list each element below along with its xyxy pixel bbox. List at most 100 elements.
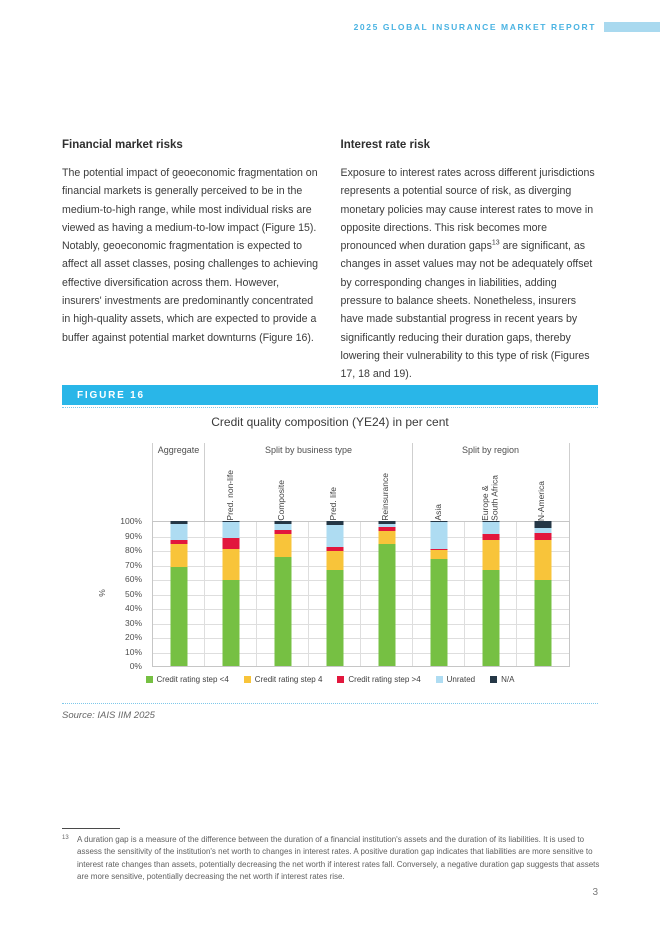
dotted-divider (62, 703, 598, 704)
chart-group-label: Split by business type (204, 443, 412, 457)
chart-column (465, 521, 517, 666)
legend-swatch (435, 676, 443, 683)
chart-category-label: Pred. life (328, 487, 339, 521)
stacked-bar (430, 521, 447, 666)
bar-segment (222, 521, 239, 523)
stacked-bar (274, 521, 291, 666)
bar-segment (482, 534, 499, 540)
y-axis-tick-label: 60% (124, 574, 142, 584)
bar-segment (378, 531, 395, 545)
legend-swatch (337, 676, 345, 683)
chart-category-cell: Reinsurance (360, 457, 412, 521)
y-axis-tick-label: 20% (124, 632, 142, 642)
footnote-number: 13 (62, 835, 69, 841)
column-interest-rate-risk: Interest rate risk Exposure to interest … (341, 139, 599, 384)
chart-category-cell: Pred. life (308, 457, 360, 521)
chart-category-cell: N-America (516, 457, 568, 521)
chart-group-header-row: Aggregate Split by business type Split by … (152, 443, 570, 457)
chart-category-label-row: Pred. non-life Composite Pred. life Reinsur… (152, 457, 570, 521)
chart-category-cell: Asia (412, 457, 464, 521)
bar-segment (430, 550, 447, 559)
gridline (153, 652, 569, 654)
chart-category-cell: Pred. non-life (204, 457, 256, 521)
bar-segment (534, 521, 552, 529)
bar-segment (274, 521, 291, 524)
gridline (153, 580, 569, 581)
chart-group-label: Aggregate (152, 443, 204, 457)
chart-category-label: Reinsurance (380, 473, 391, 521)
chart-column (257, 521, 309, 666)
footnote-text: A duration gap is a measure of the diffe… (77, 835, 600, 882)
report-title: 2025 GLOBAL INSURANCE MARKET REPORT (353, 22, 596, 32)
bar-segment (430, 522, 447, 549)
stacked-bar (326, 521, 343, 666)
bar-segment (222, 548, 239, 581)
column-financial-market-risks: Financial market risks The potential imp… (62, 139, 320, 384)
bar-segment (170, 521, 187, 524)
gridline (153, 638, 569, 639)
intro-columns: Financial market risks The potential imp… (62, 139, 598, 384)
y-axis-tick-label: 100% (120, 516, 142, 526)
legend-item: Unrated (435, 675, 475, 684)
bar-segment (326, 551, 343, 571)
chart-column (153, 521, 205, 666)
figure-16: FIGURE 16 Credit quality composition (YE… (62, 385, 598, 730)
y-axis-tick-label: 80% (124, 545, 142, 555)
footnote-block: 13 A duration gap is a measure of the di… (62, 828, 600, 884)
footnote: 13 A duration gap is a measure of the di… (62, 834, 600, 884)
legend-label: N/A (501, 675, 515, 684)
bar-segment (378, 523, 395, 527)
chart-plot-area (152, 521, 570, 667)
stacked-bar (482, 521, 499, 666)
chart-y-axis: 100% 90% 80% 70% 60% 50% 40% 30% 20% 10% 0% (62, 516, 146, 671)
y-axis-tick-label: 10% (124, 646, 142, 657)
gridline (153, 594, 569, 596)
bar-segment (222, 538, 239, 549)
chart-category-label: Asia (432, 504, 443, 521)
chart-column (413, 521, 465, 666)
bar-segment (482, 570, 499, 666)
y-axis-tick-label: 90% (124, 530, 142, 541)
gridline (153, 609, 569, 610)
source-note: Source: IAIS IIM 2025 (62, 710, 155, 721)
bar-segment (430, 548, 447, 551)
legend-item: Credit rating step >4 (337, 675, 421, 684)
dotted-divider (62, 407, 598, 408)
chart-column (309, 521, 361, 666)
figure-banner: FIGURE 16 (62, 385, 598, 405)
bar-segment (326, 525, 343, 548)
y-axis-unit-label: % (96, 589, 107, 597)
bar-segment (326, 521, 343, 526)
page-number: 3 (592, 887, 598, 898)
bar-segment (534, 532, 552, 540)
legend-swatch (145, 676, 153, 683)
y-axis-tick-label: 30% (124, 617, 142, 628)
bar-segment (274, 557, 291, 666)
section-body-financial-market-risks: The potential impact of geoeconomic frag… (62, 167, 318, 344)
gridline (153, 565, 569, 567)
chart-column (361, 521, 413, 666)
footnote-rule (62, 828, 120, 829)
y-axis-tick-label: 40% (124, 603, 142, 613)
bar-segment (378, 526, 395, 532)
bar-segment (482, 521, 499, 523)
legend-label: Credit rating step <4 (156, 675, 229, 684)
chart-category-cell: Composite (256, 457, 308, 521)
bar-segment (430, 558, 447, 666)
stacked-bar (222, 521, 239, 666)
bar-segment (222, 522, 239, 539)
bar-segment (378, 521, 395, 524)
stacked-bar (378, 521, 395, 666)
header-accent-bar (604, 22, 660, 32)
y-axis-tick-label: 70% (124, 559, 142, 570)
bar-segment (430, 521, 447, 523)
bar-segment (378, 544, 395, 666)
chart-column (205, 521, 257, 666)
bar-segment (222, 580, 239, 666)
bar-segment (482, 522, 499, 535)
chart-group-label: Split by region (412, 443, 568, 457)
legend-label: Credit rating step >4 (348, 675, 421, 684)
stacked-bar (170, 521, 187, 666)
bar-segment (326, 570, 343, 666)
